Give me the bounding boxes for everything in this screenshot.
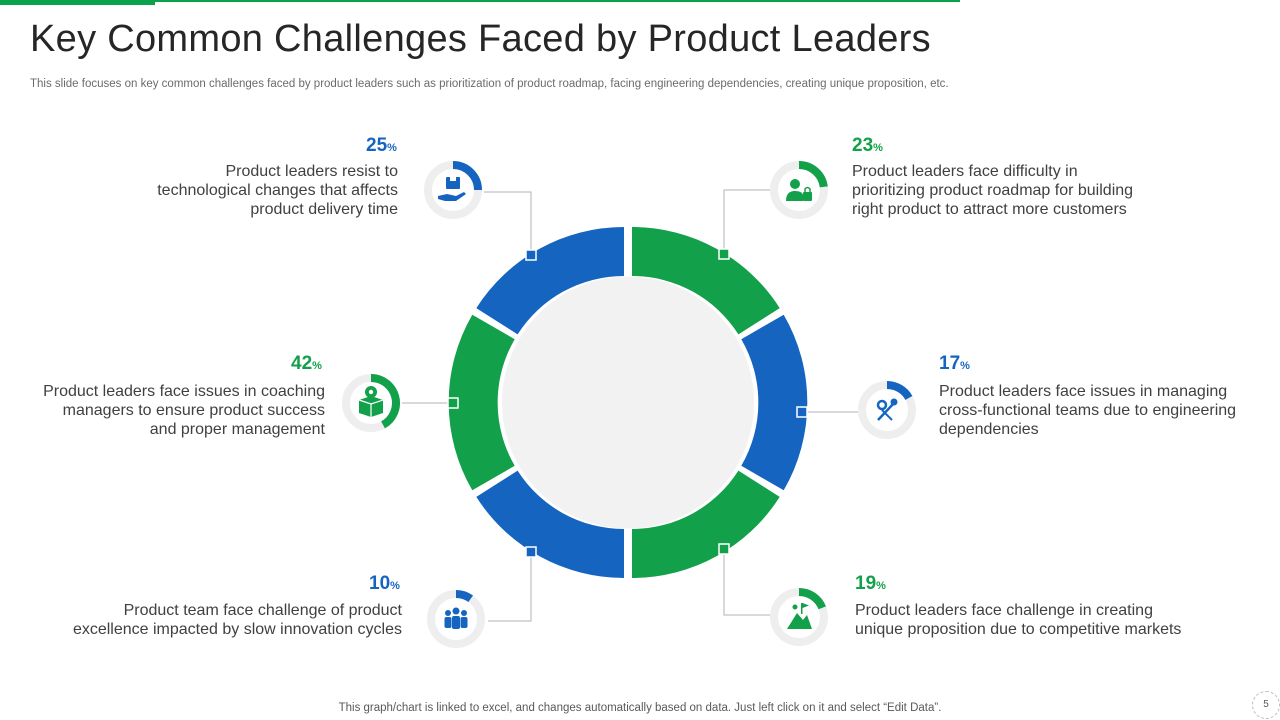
team-icon [444,607,468,629]
connector-top-right [723,189,770,254]
percent-innovation: 10% [369,573,400,595]
connector-dots [447,248,808,558]
gauge-tech-changes [424,161,482,219]
climber-flag-icon [787,603,812,629]
percent-symbol: % [876,580,886,592]
connector-bottom-left [488,552,532,622]
percent-symbol: % [960,360,970,372]
percent-proposition: 19% [855,573,886,595]
connector-dot-top-right [718,248,730,260]
connector-dot-bottom-right [718,543,730,555]
gauge-cross-functional [858,381,916,439]
box-gear-icon [358,386,384,417]
gauge-arc [455,590,474,603]
ring-segment-bottom-right [632,470,780,578]
percent-number: 10 [369,573,391,594]
percent-cross-functional: 17% [939,353,970,375]
gauge-coaching [342,374,400,432]
connector-dot-left [447,397,459,409]
main-ring [448,226,808,578]
gauge-arc [798,588,826,610]
slide-subtitle: This slide focuses on key common challen… [30,78,949,90]
connector-dot-bottom-left [525,546,537,558]
description-proposition: Product leaders face challenge in creati… [855,602,1182,638]
percent-symbol: % [873,142,883,154]
percent-tech-changes: 25% [366,135,397,157]
description-innovation: Product team face challenge of product e… [72,602,402,638]
ring-segment-left [448,314,515,491]
description-cross-functional: Product leaders face issues in managing … [939,383,1237,438]
top-accent-line [0,0,960,2]
gauge-proposition [770,588,828,646]
connector-dot-top-left [525,249,537,261]
page-number: 5 [1252,691,1280,719]
gauge-arc [370,374,400,429]
ring-segment-top-left [476,226,624,335]
ring-segment-top-right [632,226,780,335]
gauge-roadmap [770,161,828,219]
percent-number: 25 [366,135,388,156]
percent-coaching: 42% [291,353,322,375]
gauge-arc [798,161,828,188]
percent-symbol: % [312,360,322,372]
description-roadmap: Product leaders face difficulty in prior… [852,163,1134,218]
gauge-arc [886,381,913,401]
person-lock-icon [786,179,812,201]
percent-number: 17 [939,353,961,374]
hand-holding-box-icon [438,177,466,201]
gauge-innovation [427,590,485,648]
connector-dot-right [796,406,808,418]
description-coaching: Product leaders face issues in coaching … [43,383,325,438]
gauge-arc [452,161,482,191]
percent-number: 23 [852,135,874,156]
percent-number: 19 [855,573,877,594]
description-tech-changes: Product leaders resist to technological … [157,163,398,218]
connector-lines [402,189,858,622]
ring-center [502,276,754,529]
ring-segment-right [741,314,808,491]
ring-segment-bottom-left [476,470,624,578]
footer-note: This graph/chart is linked to excel, and… [338,702,942,714]
percent-number: 42 [291,353,313,374]
slide-title: Key Common Challenges Faced by Product L… [30,18,931,60]
percent-symbol: % [390,580,400,592]
connector-bottom-right [723,549,770,616]
percent-roadmap: 23% [852,135,883,157]
top-accent-bar [0,0,155,5]
tools-gear-icon [876,398,898,421]
connector-top-left [484,191,532,255]
percent-symbol: % [387,142,397,154]
